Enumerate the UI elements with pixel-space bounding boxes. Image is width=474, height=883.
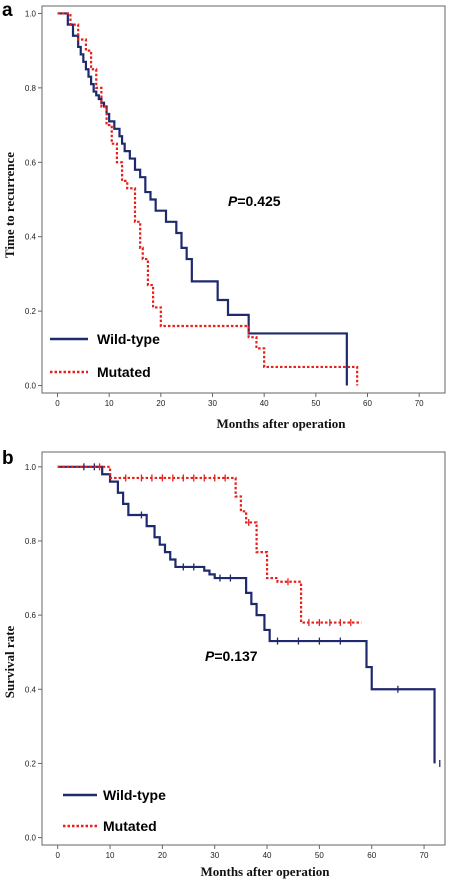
- x-tick-label-b: 40: [263, 851, 272, 860]
- x-tick-label-b: 60: [367, 851, 376, 860]
- p-value-annotation-b: P=0.137: [205, 648, 258, 664]
- x-axis-title-b: Months after operation: [200, 864, 330, 879]
- km-curve-mutated-a: [57, 12, 359, 386]
- y-tick-label-a: 0.8: [25, 84, 37, 93]
- y-tick-label-b: 0.8: [25, 537, 37, 546]
- x-tick-label-b: 20: [158, 851, 167, 860]
- y-tick-label-b: 1.0: [25, 463, 37, 472]
- x-tick-label-a: 30: [208, 399, 217, 408]
- x-tick-label-b: 10: [106, 851, 115, 860]
- x-tick-label-b: 0: [55, 851, 60, 860]
- x-tick-label-a: 0: [55, 399, 60, 408]
- x-tick-label-a: 60: [363, 399, 372, 408]
- y-tick-label-b: 0.6: [25, 611, 37, 620]
- p-value-annotation-a: P=0.425: [228, 193, 281, 209]
- x-tick-label-a: 10: [105, 399, 114, 408]
- y-tick-label-a: 0.4: [25, 233, 37, 242]
- legend-label-wild-type-a: Wild-type: [97, 331, 160, 347]
- legend-a: Wild-type Mutated: [50, 331, 160, 380]
- x-tick-label-a: 50: [311, 399, 320, 408]
- y-tick-label-a: 0.2: [25, 307, 37, 316]
- x-tick-label-a: 70: [415, 399, 424, 408]
- legend-b: Wild-type Mutated: [63, 787, 166, 834]
- y-tick-label-b: 0.2: [25, 759, 37, 768]
- y-tick-label-a: 0.6: [25, 158, 37, 167]
- km-curve-mutated-b: [57, 465, 362, 624]
- y-tick-label-b: 0.0: [25, 834, 37, 843]
- x-tick-label-b: 70: [420, 851, 429, 860]
- x-tick-label-a: 20: [156, 399, 165, 408]
- y-axis-title-b: Survival rate: [2, 625, 17, 698]
- panel-a-time-to-recurrence: a Months after operation Time to recurre…: [2, 0, 446, 431]
- panel-b-survival-rate: b Months after operation Survival rate P…: [2, 448, 446, 879]
- y-tick-label-b: 0.4: [25, 685, 37, 694]
- km-curve-wild-type-a: [57, 12, 348, 386]
- plot-frame-b: [41, 451, 446, 846]
- x-tick-label-a: 40: [260, 399, 269, 408]
- y-tick-label-a: 0.0: [25, 382, 37, 391]
- panel-label-a: a: [2, 0, 13, 21]
- y-axis-title-a: Time to recurrence: [2, 152, 17, 258]
- x-axis-title-a: Months after operation: [216, 416, 346, 431]
- legend-label-mutated-b: Mutated: [103, 818, 157, 834]
- legend-label-mutated-a: Mutated: [97, 364, 151, 380]
- x-tick-label-b: 50: [315, 851, 324, 860]
- x-tick-label-b: 30: [210, 851, 219, 860]
- legend-label-wild-type-b: Wild-type: [103, 787, 166, 803]
- km-curve-wild-type-b: [57, 465, 436, 764]
- plot-frame-a: [41, 5, 446, 394]
- y-tick-label-a: 1.0: [25, 9, 37, 18]
- panel-label-b: b: [2, 448, 14, 469]
